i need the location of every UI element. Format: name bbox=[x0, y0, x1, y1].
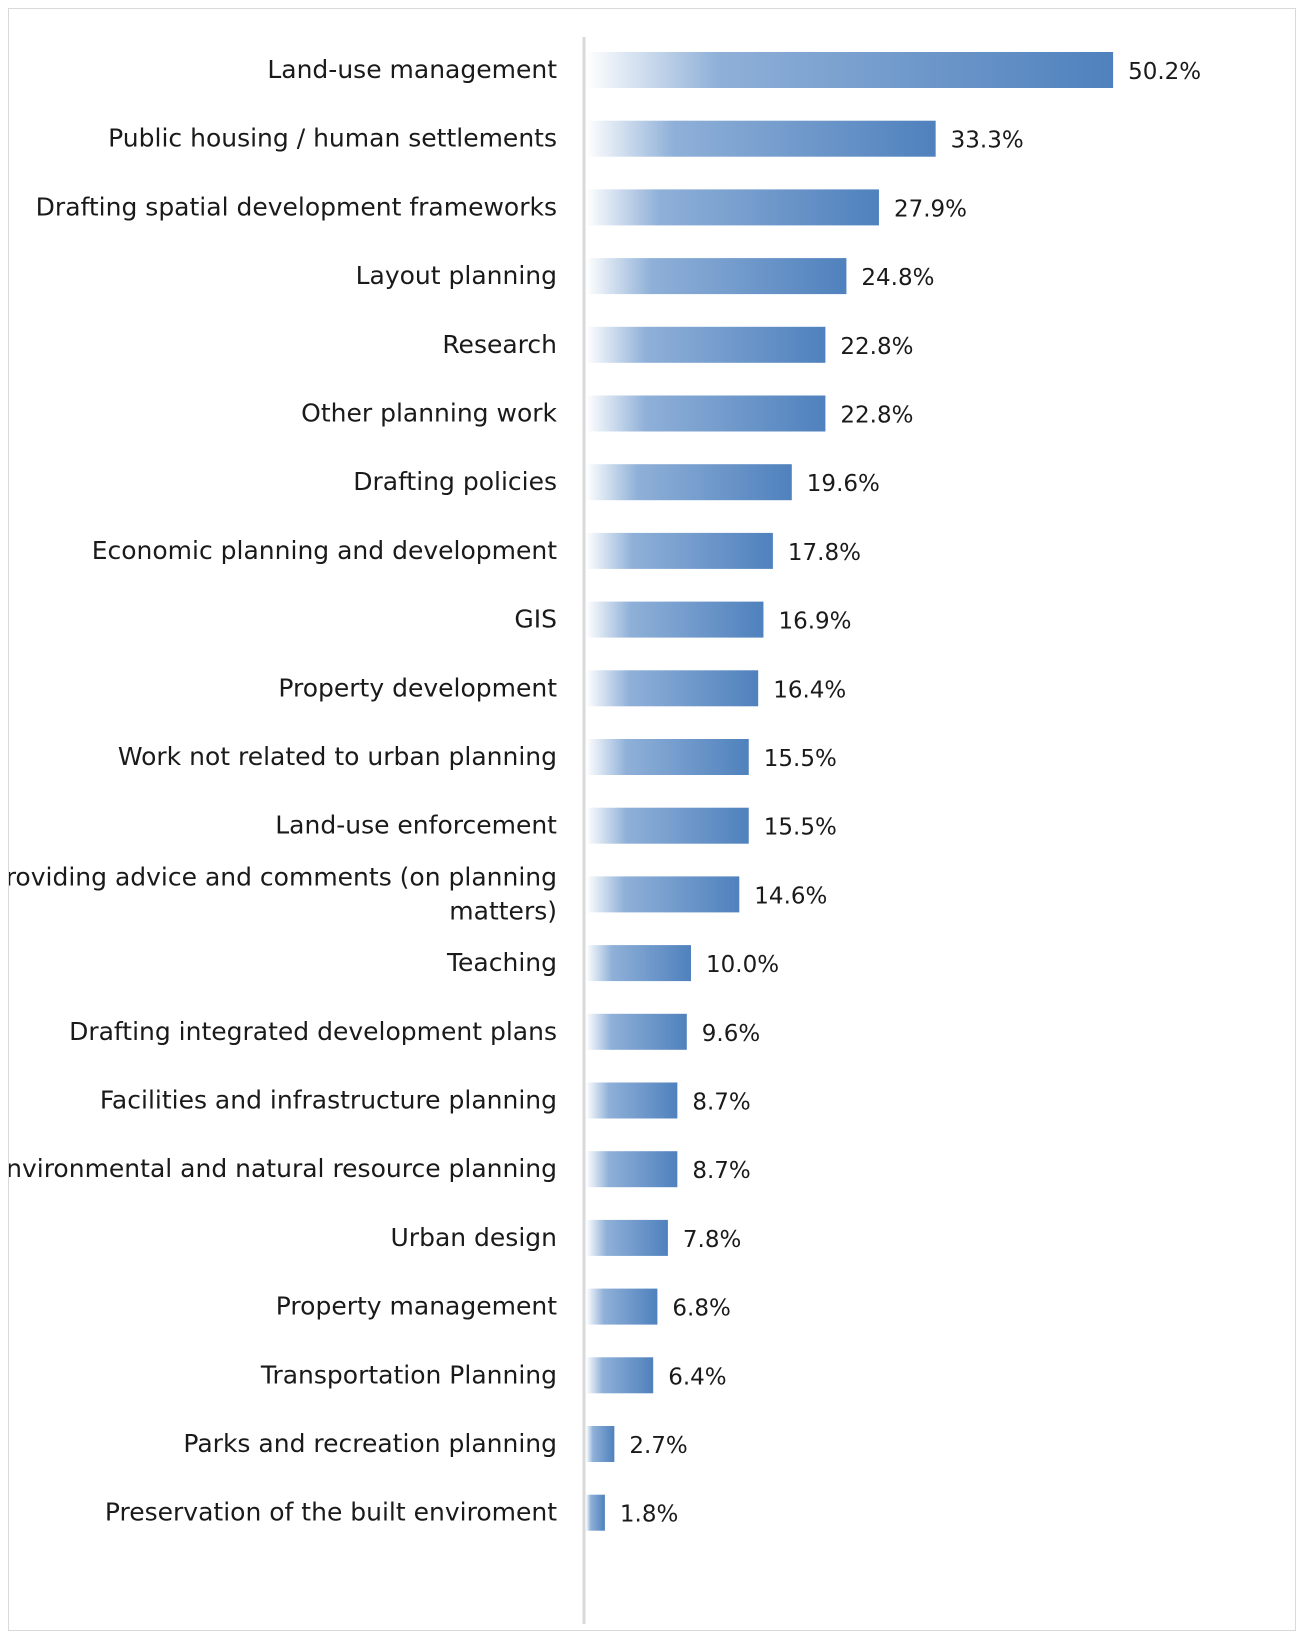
bar bbox=[586, 120, 936, 157]
value-label: 22.8% bbox=[840, 334, 913, 360]
value-label: 24.8% bbox=[861, 265, 934, 291]
category-label: Economic planning and development bbox=[92, 536, 557, 565]
bar bbox=[586, 1082, 678, 1119]
value-label: 10.0% bbox=[706, 952, 779, 978]
bars-group: Land-use management 50.2% Public housing /… bbox=[0, 52, 1201, 1531]
value-label: 17.8% bbox=[788, 540, 861, 566]
bar bbox=[586, 258, 847, 295]
category-label: Public housing / human settlements bbox=[108, 124, 557, 153]
value-label: 33.3% bbox=[951, 128, 1024, 154]
category-label: Other planning work bbox=[301, 399, 557, 428]
category-label: Drafting spatial development frameworks bbox=[36, 192, 557, 221]
category-label: Layout planning bbox=[356, 261, 557, 290]
bar bbox=[586, 945, 691, 982]
category-label: Land-use enforcement bbox=[275, 811, 557, 840]
value-label: 16.4% bbox=[773, 677, 846, 703]
bar bbox=[586, 807, 749, 844]
value-label: 1.8% bbox=[620, 1502, 678, 1528]
category-label: Preservation of the built enviroment bbox=[105, 1498, 557, 1527]
bar bbox=[586, 876, 740, 913]
value-label: 6.4% bbox=[668, 1364, 726, 1390]
bar bbox=[586, 739, 749, 775]
bar bbox=[586, 1151, 678, 1188]
category-label: Drafting policies bbox=[353, 467, 557, 496]
bar bbox=[586, 1494, 605, 1531]
value-label: 27.9% bbox=[894, 196, 967, 222]
bar bbox=[586, 1357, 654, 1394]
category-label: Urban design bbox=[391, 1223, 558, 1252]
value-label: 50.2% bbox=[1128, 59, 1201, 85]
category-label: Drafting integrated development plans bbox=[69, 1017, 557, 1046]
bar bbox=[586, 1219, 668, 1256]
value-label: 8.7% bbox=[692, 1158, 750, 1184]
category-label: Work not related to urban planning bbox=[118, 742, 557, 771]
bar bbox=[586, 326, 826, 363]
category-label: Land-use management bbox=[267, 55, 557, 84]
category-label: Environmental and natural resource plann… bbox=[9, 1154, 557, 1183]
value-label: 7.8% bbox=[683, 1227, 741, 1253]
value-label: 2.7% bbox=[629, 1433, 687, 1459]
bar bbox=[586, 670, 759, 707]
category-label: Property management bbox=[276, 1292, 557, 1321]
value-label: 15.5% bbox=[764, 746, 837, 772]
category-label: GIS bbox=[514, 605, 557, 634]
category-label: Parks and recreation planning bbox=[183, 1429, 557, 1458]
bar-chart: Land-use management 50.2% Public housing /… bbox=[0, 37, 1201, 1624]
bar bbox=[586, 395, 826, 432]
value-label: 15.5% bbox=[764, 815, 837, 841]
bar bbox=[586, 1013, 687, 1050]
value-label: 6.8% bbox=[672, 1296, 730, 1322]
bar bbox=[586, 532, 773, 569]
category-label: Transportation Planning bbox=[260, 1360, 557, 1389]
category-label: Teaching bbox=[446, 948, 557, 977]
bar bbox=[586, 52, 1114, 88]
category-label: Property development bbox=[278, 673, 557, 702]
value-label: 14.6% bbox=[754, 883, 827, 909]
value-label: 19.6% bbox=[807, 471, 880, 497]
value-label: 22.8% bbox=[840, 403, 913, 429]
chart-frame: Land-use management 50.2% Public housing /… bbox=[0, 8, 1296, 1631]
bar bbox=[586, 601, 764, 638]
category-label: Providing advice and comments (on planni… bbox=[9, 862, 557, 925]
value-label: 8.7% bbox=[692, 1090, 750, 1116]
category-label: Research bbox=[442, 330, 557, 359]
bar bbox=[586, 464, 792, 501]
value-label: 9.6% bbox=[702, 1021, 760, 1047]
bar bbox=[586, 189, 879, 226]
bar bbox=[586, 1426, 615, 1462]
category-label: Facilities and infrastructure planning bbox=[100, 1086, 557, 1115]
value-label: 16.9% bbox=[778, 609, 851, 635]
bar bbox=[586, 1288, 658, 1325]
